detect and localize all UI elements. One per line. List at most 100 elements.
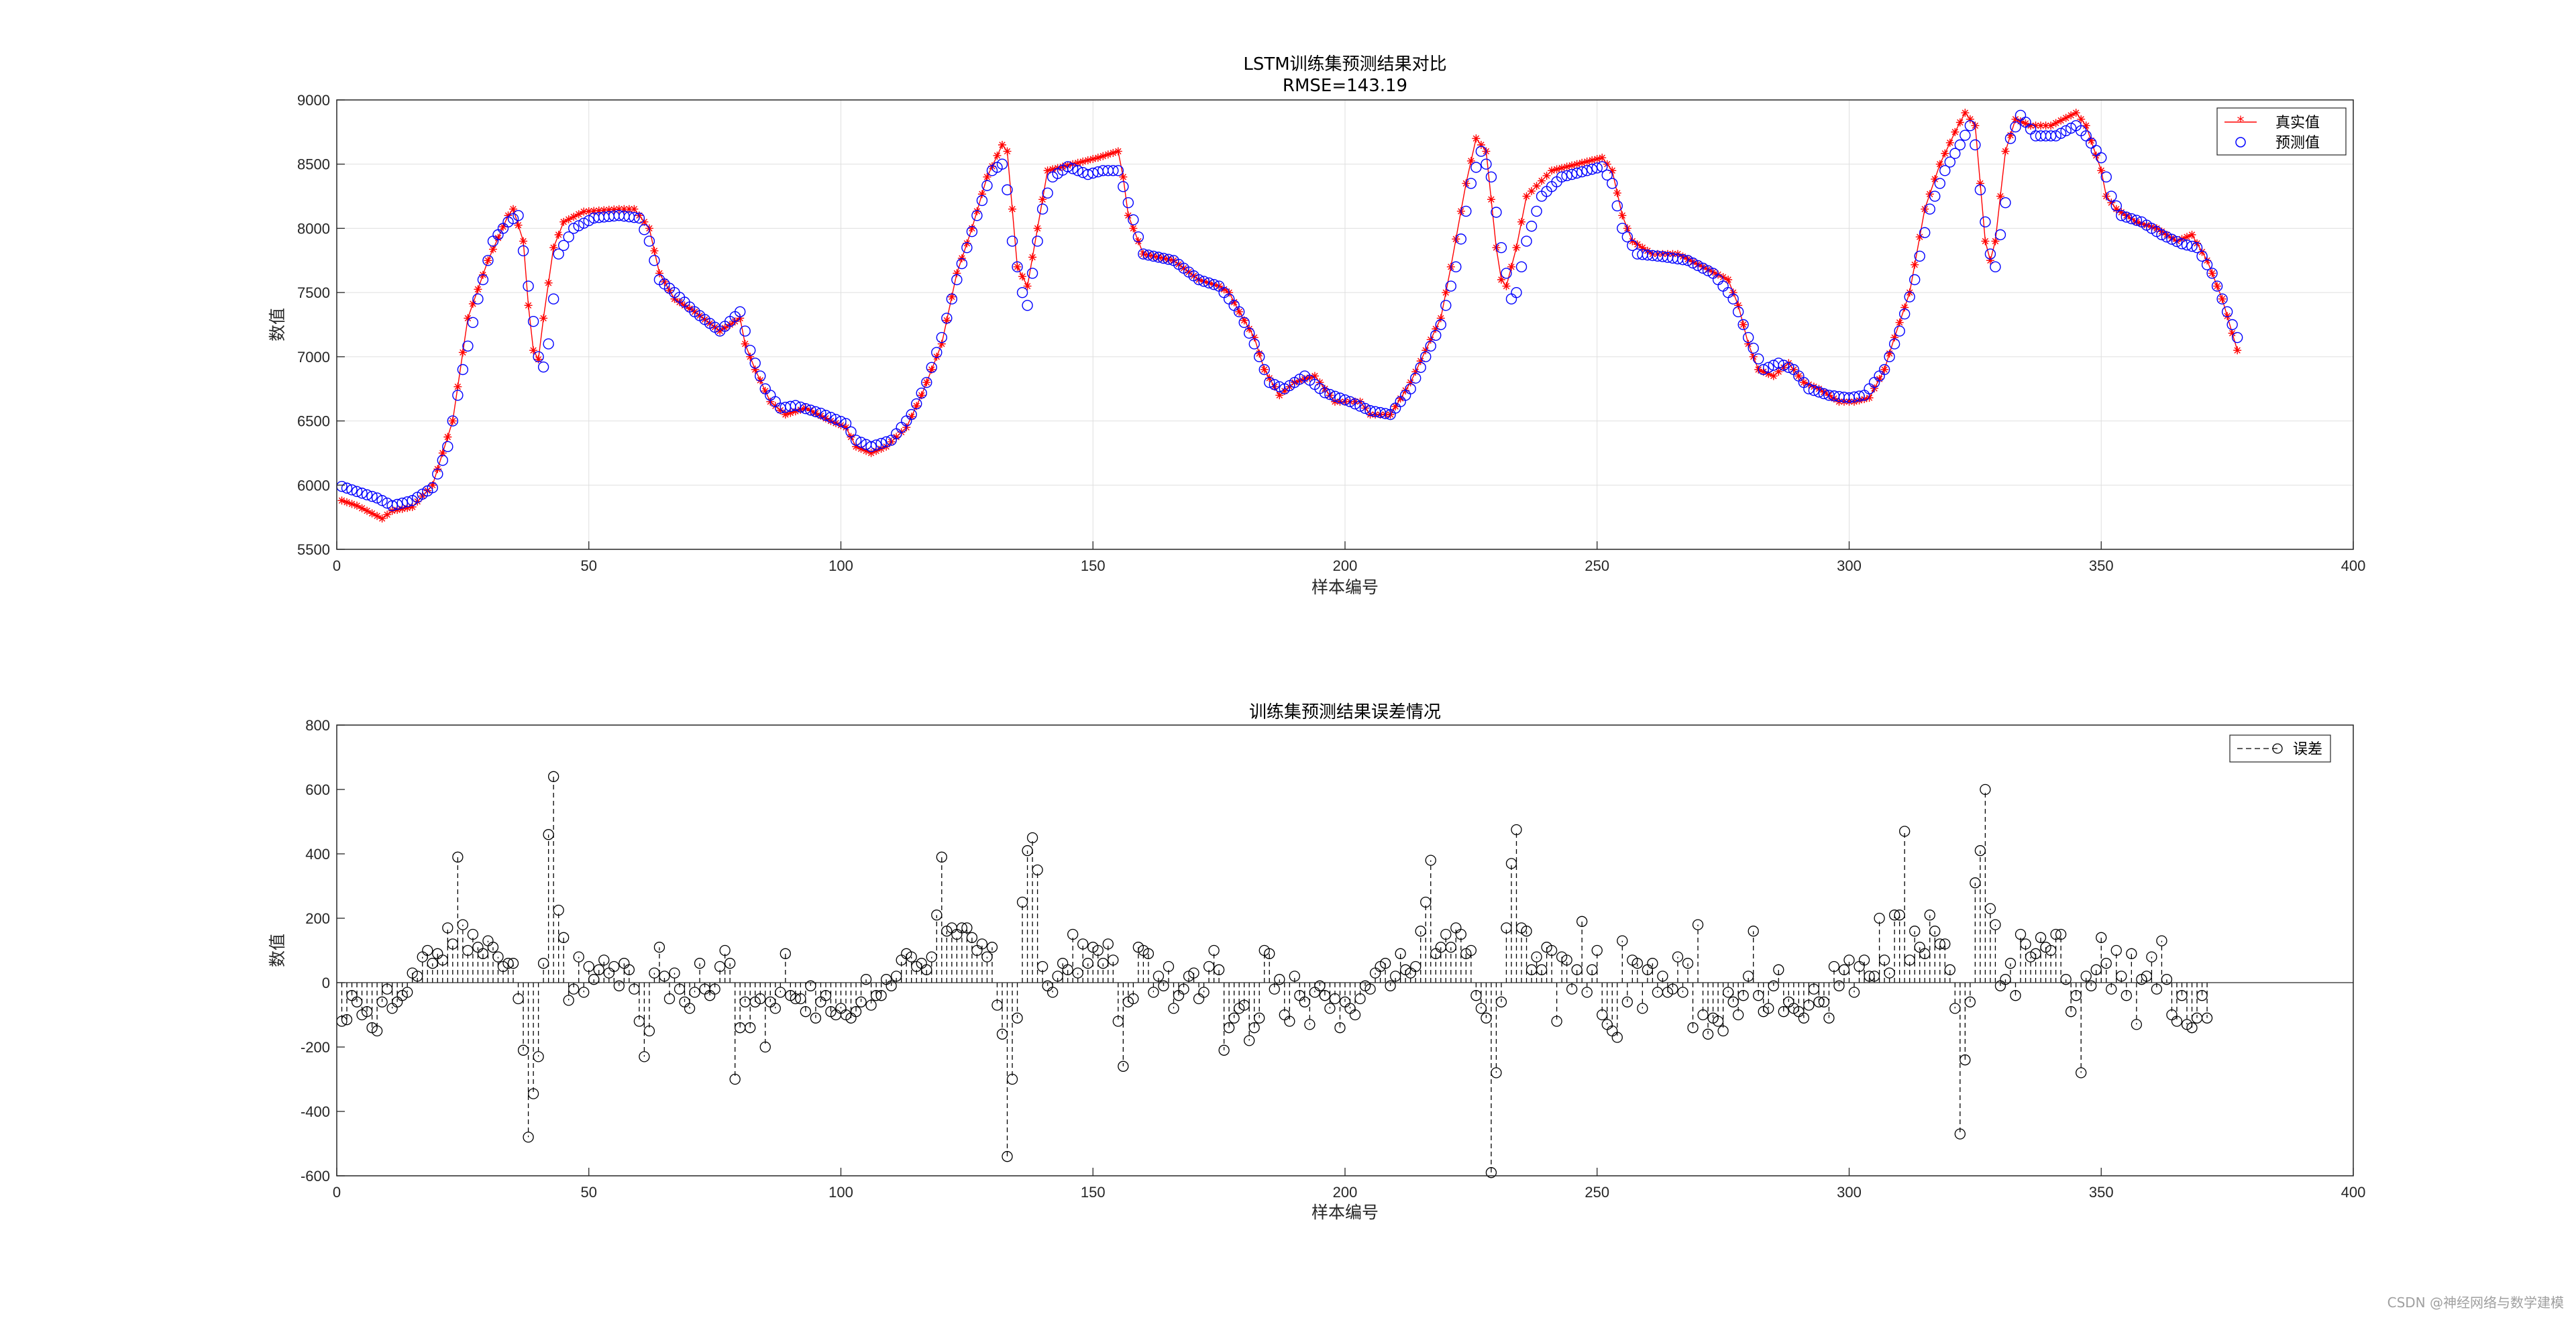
error-point xyxy=(1687,1022,1699,1034)
actual-point xyxy=(1507,262,1515,271)
chart2-title: 训练集预测结果误差情况 xyxy=(1249,702,1441,722)
predicted-point xyxy=(1919,227,1931,239)
error-point xyxy=(1289,971,1300,982)
chart1-xtick-label: 350 xyxy=(2089,557,2114,574)
predicted-point xyxy=(402,496,413,508)
actual-point xyxy=(428,481,437,490)
actual-point xyxy=(776,406,785,415)
error-point xyxy=(1647,958,1658,969)
actual-point xyxy=(590,207,598,215)
predicted-point xyxy=(1067,163,1079,174)
error-point xyxy=(1536,964,1548,975)
actual-point xyxy=(2203,256,2212,265)
predicted-point xyxy=(472,293,484,305)
error-point xyxy=(1254,1012,1265,1024)
actual-point xyxy=(1794,372,1803,380)
predicted-point xyxy=(1778,360,1790,371)
error-point xyxy=(1692,919,1704,930)
predicted-point xyxy=(1491,207,1502,218)
chart1-ylabel: 数值 xyxy=(268,308,287,341)
predicted-point xyxy=(462,340,474,352)
actual-point xyxy=(791,407,800,416)
predicted-point xyxy=(1878,364,1890,376)
chart1-xtick-label: 0 xyxy=(333,557,341,574)
chart1-legend[interactable]: * 真实值 预测值 xyxy=(2216,107,2347,156)
actual-point xyxy=(1890,333,1899,342)
predicted-point xyxy=(1813,386,1825,398)
predicted-point xyxy=(1002,184,1013,196)
predicted-point xyxy=(649,255,660,266)
error-point xyxy=(1858,954,1870,966)
error-point xyxy=(1036,960,1049,973)
error-point xyxy=(1566,983,1578,995)
error-point xyxy=(1046,987,1059,998)
error-point xyxy=(643,1025,655,1037)
actual-point xyxy=(373,512,382,520)
actual-point xyxy=(2198,248,2206,256)
actual-point xyxy=(504,211,513,220)
chart2-xtick-label: 350 xyxy=(2089,1184,2114,1201)
error-point xyxy=(1546,944,1558,956)
error-point xyxy=(1808,983,1820,995)
predicted-point xyxy=(1511,286,1522,298)
predicted-point xyxy=(1203,277,1215,288)
error-point xyxy=(1108,954,1119,966)
predicted-point xyxy=(739,325,751,337)
error-point xyxy=(2035,932,2047,943)
error-point xyxy=(1984,903,1996,914)
error-point xyxy=(820,990,832,1001)
chart1-ytick-label: 5500 xyxy=(297,541,330,558)
error-point xyxy=(547,771,559,782)
actual-point xyxy=(1124,211,1132,220)
actual-point xyxy=(2213,282,2222,290)
actual-point xyxy=(564,215,573,224)
predicted-point xyxy=(2156,229,2167,241)
actual-point xyxy=(1572,160,1581,168)
error-point xyxy=(639,1051,650,1062)
actual-point xyxy=(1996,192,2004,201)
actual-point xyxy=(620,205,629,213)
actual-point xyxy=(917,391,926,400)
predicted-point xyxy=(1949,148,1961,159)
actual-point xyxy=(443,433,452,441)
actual-point xyxy=(549,243,558,252)
error-point xyxy=(2010,990,2021,1001)
error-point xyxy=(1748,926,1759,937)
actual-point xyxy=(1976,179,1984,188)
legend-pred-label: 预测值 xyxy=(2275,135,2320,152)
predicted-point xyxy=(1440,300,1452,311)
error-point xyxy=(2055,928,2067,940)
predicted-point xyxy=(1248,338,1260,349)
error-point xyxy=(1425,855,1436,866)
error-point xyxy=(961,922,973,934)
predicted-point xyxy=(1773,358,1784,369)
actual-point xyxy=(468,299,477,308)
predicted-point xyxy=(1617,223,1628,234)
actual-point xyxy=(1406,378,1415,387)
predicted-point xyxy=(870,439,882,451)
predicted-point xyxy=(1470,162,1482,173)
predicted-point xyxy=(1122,197,1134,209)
error-point xyxy=(956,922,968,934)
actual-point xyxy=(781,410,790,419)
predicted-point xyxy=(1621,231,1633,243)
actual-point xyxy=(1532,182,1541,190)
predicted-point xyxy=(1894,325,1905,337)
predicted-point xyxy=(1344,396,1356,408)
actual-point xyxy=(842,423,851,432)
error-point xyxy=(1617,935,1628,946)
error-point xyxy=(729,1073,741,1085)
error-point xyxy=(2126,948,2137,959)
actual-point xyxy=(343,498,352,506)
error-point xyxy=(1269,983,1280,995)
error-point xyxy=(1677,987,1688,998)
error-point xyxy=(563,995,574,1006)
chart2-legend[interactable]: 误差 xyxy=(2229,734,2331,763)
actual-point xyxy=(1472,134,1481,143)
predicted-point xyxy=(1118,181,1129,193)
actual-point xyxy=(1905,288,1914,297)
error-point xyxy=(1264,948,1275,959)
error-point xyxy=(769,1003,781,1014)
error-point xyxy=(1581,987,1593,998)
chart2-ylabel: 数值 xyxy=(268,934,287,967)
